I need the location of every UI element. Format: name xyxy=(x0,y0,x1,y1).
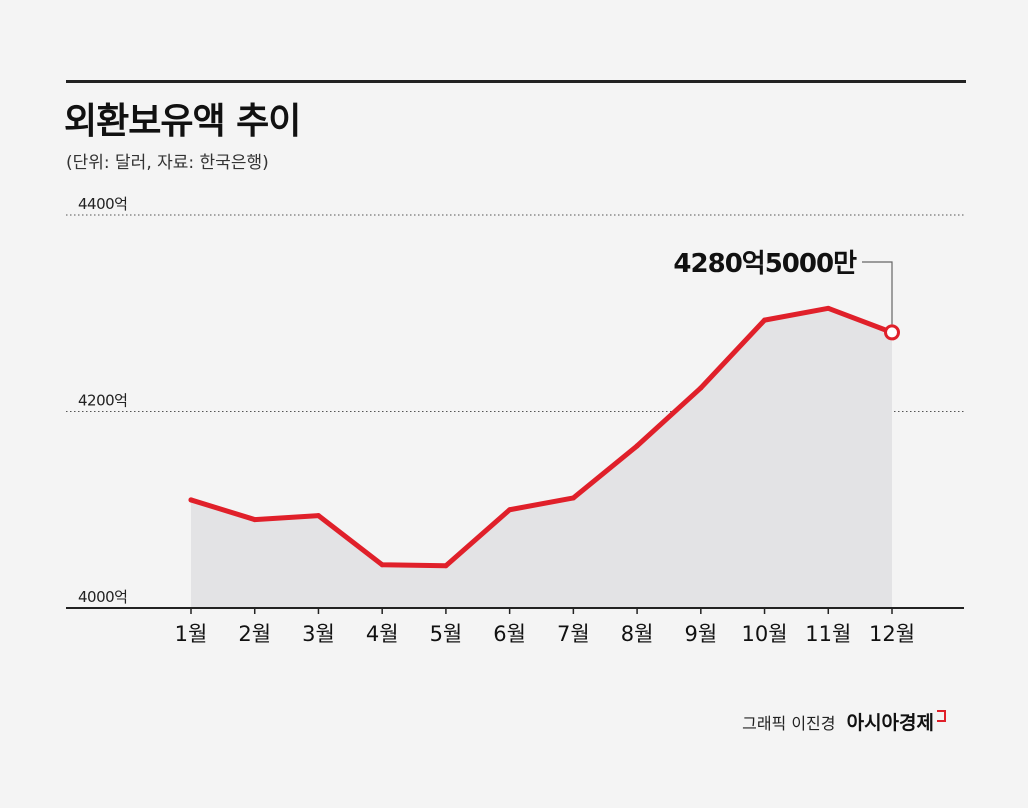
x-tick-label: 11월 xyxy=(805,622,851,646)
x-tick-label: 3월 xyxy=(302,622,335,646)
data-point xyxy=(315,513,321,519)
series-area xyxy=(191,308,892,608)
data-point xyxy=(188,497,194,503)
brand-mark-icon xyxy=(937,710,946,722)
x-tick-label: 8월 xyxy=(621,622,654,646)
data-point xyxy=(825,305,831,311)
x-tick-label: 7월 xyxy=(557,622,590,646)
chart-subtitle: (단위: 달러, 자료: 한국은행) xyxy=(66,153,269,173)
y-tick-label: 4200억 xyxy=(78,392,127,410)
x-tick-label: 6월 xyxy=(493,622,526,646)
top-rule xyxy=(66,80,966,83)
credit: 그래픽 이진경 아시아경제 xyxy=(742,708,946,735)
x-tick-label: 12월 xyxy=(869,622,915,646)
data-point xyxy=(379,562,385,568)
chart-title: 외환보유액 추이 xyxy=(64,101,301,142)
last-point-marker xyxy=(884,324,900,341)
data-point xyxy=(507,507,513,513)
data-point xyxy=(443,563,449,569)
y-tick-label: 4400억 xyxy=(78,195,127,213)
x-tick-label: 5월 xyxy=(430,622,463,646)
data-point xyxy=(762,317,768,323)
x-tick-label: 2월 xyxy=(238,622,271,646)
x-tick-label: 1월 xyxy=(175,622,208,646)
callout-leader-line xyxy=(862,261,893,325)
data-point xyxy=(698,385,704,391)
x-tick-label: 9월 xyxy=(684,622,717,646)
y-tick-label: 4000억 xyxy=(78,588,127,606)
data-point xyxy=(634,443,640,449)
callout-label: 4280억5000만 xyxy=(673,249,857,279)
brand-logo: 아시아경제 xyxy=(846,712,934,734)
credit-author: 그래픽 이진경 xyxy=(742,714,836,733)
data-point xyxy=(570,495,576,501)
series-line xyxy=(188,305,895,569)
x-tick-label: 4월 xyxy=(366,622,399,646)
x-tick-label: 10월 xyxy=(742,622,788,646)
data-point xyxy=(252,517,258,523)
